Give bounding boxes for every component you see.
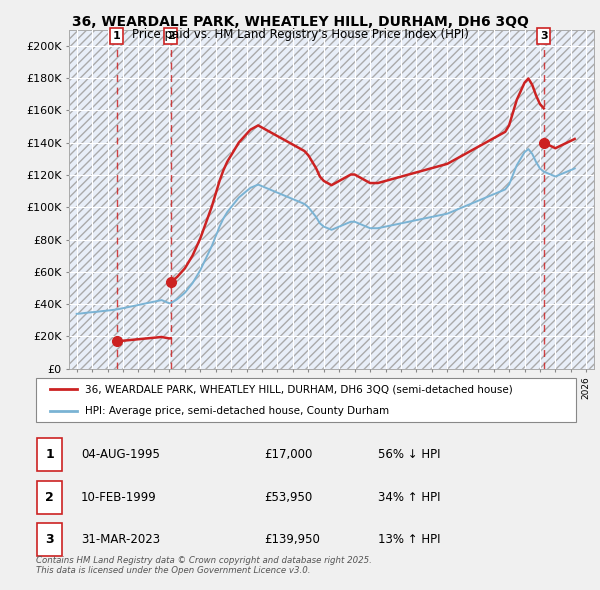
Text: 04-AUG-1995: 04-AUG-1995 [81, 448, 160, 461]
FancyBboxPatch shape [36, 378, 576, 422]
Text: 3: 3 [540, 31, 548, 41]
Text: 36, WEARDALE PARK, WHEATLEY HILL, DURHAM, DH6 3QQ (semi-detached house): 36, WEARDALE PARK, WHEATLEY HILL, DURHAM… [85, 384, 512, 394]
FancyBboxPatch shape [37, 481, 62, 514]
Text: 1: 1 [45, 448, 54, 461]
FancyBboxPatch shape [37, 523, 62, 556]
Text: 1: 1 [113, 31, 121, 41]
Text: 2: 2 [167, 31, 175, 41]
Text: Price paid vs. HM Land Registry's House Price Index (HPI): Price paid vs. HM Land Registry's House … [131, 28, 469, 41]
Text: 56% ↓ HPI: 56% ↓ HPI [378, 448, 440, 461]
FancyBboxPatch shape [37, 438, 62, 471]
Text: £139,950: £139,950 [264, 533, 320, 546]
Text: 10-FEB-1999: 10-FEB-1999 [81, 491, 157, 504]
Text: 36, WEARDALE PARK, WHEATLEY HILL, DURHAM, DH6 3QQ: 36, WEARDALE PARK, WHEATLEY HILL, DURHAM… [71, 15, 529, 30]
Text: HPI: Average price, semi-detached house, County Durham: HPI: Average price, semi-detached house,… [85, 407, 389, 416]
Text: 3: 3 [45, 533, 54, 546]
Text: 31-MAR-2023: 31-MAR-2023 [81, 533, 160, 546]
Text: £53,950: £53,950 [264, 491, 312, 504]
Text: 34% ↑ HPI: 34% ↑ HPI [378, 491, 440, 504]
Text: Contains HM Land Registry data © Crown copyright and database right 2025.
This d: Contains HM Land Registry data © Crown c… [36, 556, 372, 575]
Text: 13% ↑ HPI: 13% ↑ HPI [378, 533, 440, 546]
Text: 2: 2 [45, 491, 54, 504]
Text: £17,000: £17,000 [264, 448, 313, 461]
